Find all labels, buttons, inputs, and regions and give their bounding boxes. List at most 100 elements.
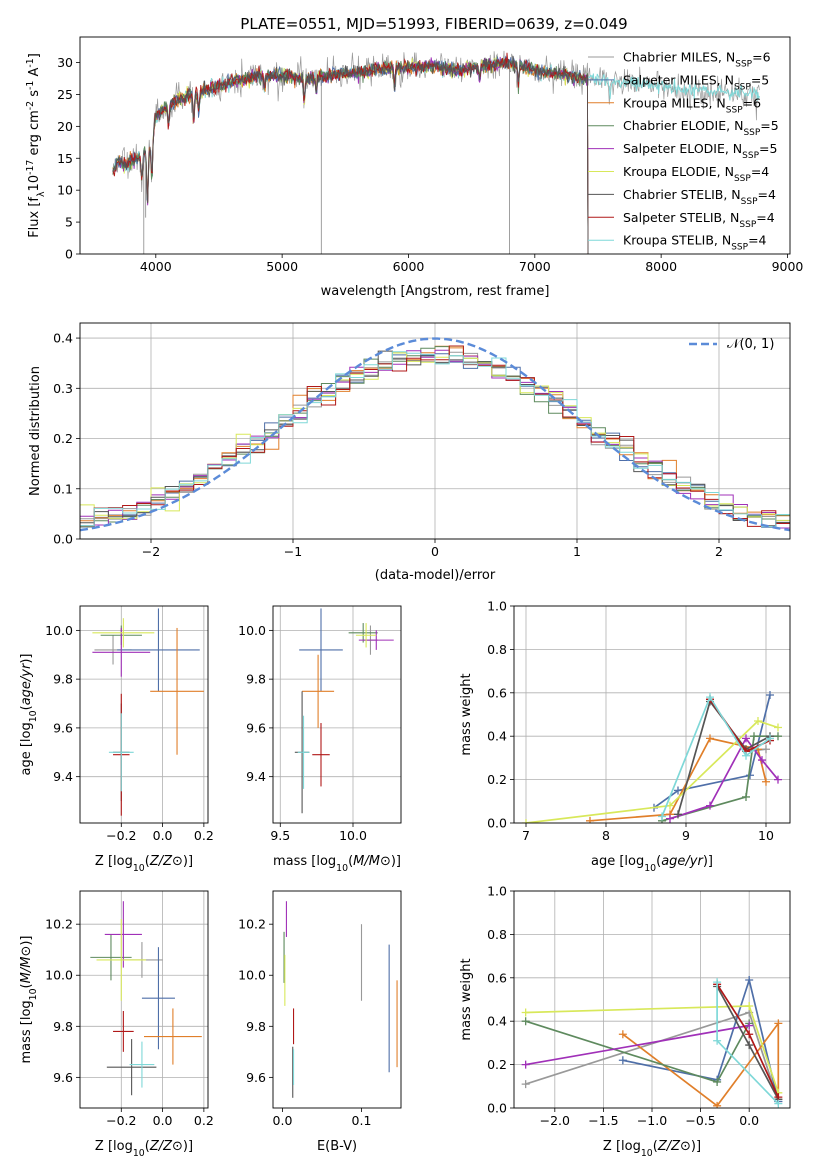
- x-tick-label: 10.0: [339, 828, 367, 843]
- x-tick-label: 0.0: [273, 1113, 293, 1128]
- x-tick-label: −2.0: [540, 1113, 570, 1128]
- weight-marker: [774, 732, 782, 741]
- label-part: Z/Z⊙: [149, 1139, 183, 1154]
- weight-marker: [713, 1036, 722, 1045]
- y-tick-label: 0.0: [487, 1101, 507, 1116]
- x-axis-label: Z [log10(Z/Z⊙)]: [95, 854, 193, 874]
- weight-marker: [742, 751, 750, 760]
- spectrum-line: [112, 56, 589, 254]
- weight-marker: [521, 1060, 530, 1069]
- weight-marker: [666, 801, 674, 810]
- y-tick-label: 0: [65, 247, 73, 262]
- label-part: Z [log: [95, 1139, 133, 1154]
- weight-series: [622, 1020, 780, 1107]
- weight-marker: [745, 1030, 754, 1039]
- weight-series: [525, 1024, 750, 1066]
- errorbar-point: [299, 608, 343, 692]
- errorbars: [283, 901, 398, 1098]
- legend-entry: Salpeter MILES, NSSP=5: [623, 72, 769, 92]
- weight-marker: [745, 1041, 754, 1050]
- x-axis-label: age [log10(age/yr)]: [591, 854, 713, 874]
- errorbars: [294, 608, 394, 814]
- y-tick-label: 25: [57, 87, 73, 102]
- x-axis-label: (data-model)/error: [375, 568, 496, 583]
- weight-marker: [713, 1101, 722, 1108]
- x-axis-label: wavelength [Angstrom, rest frame]: [321, 284, 550, 299]
- label-part: age/yr: [661, 854, 704, 869]
- label-part: erg cm: [27, 110, 42, 159]
- weight-marker: [774, 775, 782, 784]
- weight-marker: [674, 786, 682, 795]
- y-tick-label: 10.0: [45, 623, 73, 638]
- weight-marker: [521, 1017, 530, 1026]
- y-tick-label: 10.2: [238, 917, 266, 932]
- y-tick-label: 5: [65, 215, 73, 230]
- massweight-vs-z-panel: −2.0 −1.5 −1.0 −0.5 0.0 0.0 0.2 0.4 0.6 0.8 1.0 Z […: [459, 884, 791, 1159]
- y-tick-label: 9.8: [246, 1019, 266, 1034]
- x-tick-label: 1: [573, 544, 581, 559]
- weight-series: [525, 720, 779, 823]
- weight-marker: [742, 734, 750, 743]
- errorbars: [92, 608, 204, 816]
- spectrum-line: [112, 55, 589, 254]
- x-tick-label: 8000: [645, 259, 677, 274]
- label-part: A: [27, 68, 42, 81]
- errorbar-point: [90, 934, 132, 981]
- x-tick-label: 4000: [140, 259, 172, 274]
- y-tick-label: 10.0: [45, 968, 73, 983]
- errorbar-point: [113, 1010, 134, 1052]
- legend-entry: 𝒩(0, 1): [727, 337, 774, 352]
- x-axis-label: E(B-V): [317, 1139, 357, 1154]
- label-part: Z [log: [95, 854, 133, 869]
- errorbar-point: [92, 618, 155, 648]
- x-tick-label: −0.5: [685, 1113, 715, 1128]
- y-tick-label: 0.1: [53, 481, 73, 496]
- label-part: mass [log: [273, 854, 336, 869]
- legend-entry: Kroupa ELODIE, NSSP=4: [623, 164, 769, 184]
- weight-marker: [758, 756, 766, 765]
- label-part: age/yr: [19, 662, 34, 705]
- weight-marker: [774, 1099, 783, 1108]
- label-part: 10: [28, 710, 39, 722]
- x-tick-label: −1.0: [637, 1113, 667, 1128]
- y-tick-label: 9.6: [246, 720, 266, 735]
- y-tick-label: 0.4: [487, 1014, 507, 1029]
- y-tick-label: 10.2: [45, 917, 73, 932]
- label-part: Flux [f: [27, 197, 42, 238]
- weight-series: [716, 986, 780, 1100]
- y-tick-label: 30: [57, 55, 73, 70]
- y-tick-label: 9.6: [246, 1070, 266, 1085]
- axes-frame: [513, 890, 791, 1109]
- x-tick-label: 10: [758, 828, 774, 843]
- y-axis-label: mass weight: [459, 958, 474, 1040]
- label-part: Z [log: [603, 1139, 641, 1154]
- weight-marker: [706, 734, 714, 743]
- legend-entry: Chabrier MILES, NSSP=6: [623, 50, 771, 70]
- mass-vs-ebv-panel: 0.0 0.1 9.6 9.8 10.0 10.2 E(B-V): [238, 890, 402, 1154]
- plots-layer: 4000 5000 6000 7000 8000 9000051015202530wave…: [19, 36, 803, 1159]
- axes-frame: [513, 605, 791, 824]
- axes-frame: [79, 322, 791, 540]
- legend-entry: Kroupa MILES, NSSP=6: [623, 95, 761, 115]
- x-tick-label: 9.5: [270, 828, 290, 843]
- weight-marker: [754, 717, 762, 726]
- label-part: age [log: [19, 722, 34, 775]
- weight-marker: [618, 1030, 627, 1039]
- y-tick-label: 9.8: [53, 1019, 73, 1034]
- y-axis-label: mass [log10(M/M⊙)]: [19, 935, 39, 1063]
- label-part: 10: [133, 863, 145, 874]
- y-tick-label: 20: [57, 119, 73, 134]
- x-tick-label: 7000: [519, 259, 551, 274]
- errorbar-point: [355, 623, 377, 648]
- label-part: (: [348, 854, 353, 869]
- weight-marker: [706, 693, 714, 702]
- x-tick-label: 0.1: [352, 1113, 372, 1128]
- errorbar-point: [348, 623, 378, 643]
- y-tick-label: 0.4: [53, 331, 73, 346]
- label-part: )]: [19, 653, 34, 663]
- label-part: 10: [336, 863, 348, 874]
- x-tick-label: 0.0: [153, 1113, 173, 1128]
- label-part: 10: [27, 175, 42, 192]
